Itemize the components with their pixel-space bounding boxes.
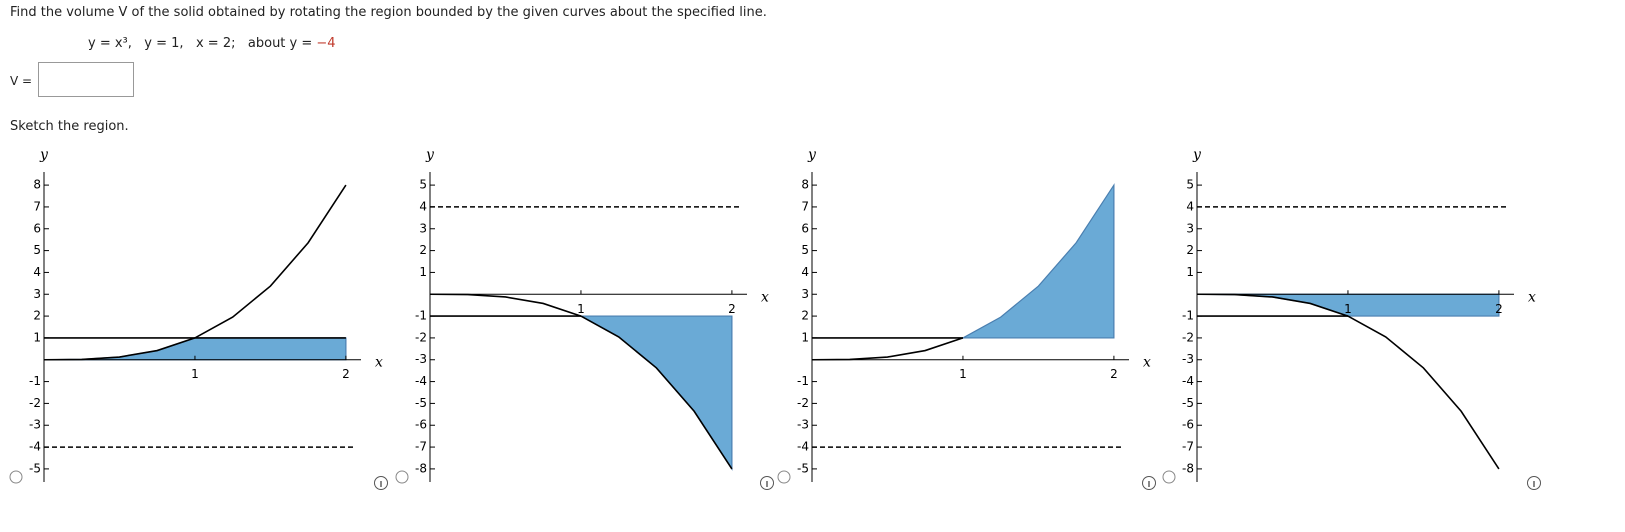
radio-button[interactable] xyxy=(9,470,23,484)
x-tick-label: 1 xyxy=(577,302,585,316)
y-tick-label: 1 xyxy=(1186,265,1194,279)
y-tick-label: 3 xyxy=(801,287,809,301)
x-tick-label: 2 xyxy=(1110,367,1118,381)
y-tick-label: -8 xyxy=(1182,461,1194,475)
y-tick-label: -8 xyxy=(415,461,427,475)
y-tick-label: 3 xyxy=(1186,221,1194,235)
y-axis-label: y xyxy=(1192,147,1202,163)
sketch-label: Sketch the region. xyxy=(10,119,129,134)
y-tick-label: -2 xyxy=(1182,330,1194,344)
y-tick-label: -1 xyxy=(797,374,809,388)
y-tick-label: 8 xyxy=(33,178,41,192)
y-tick-label: -3 xyxy=(1182,352,1194,366)
y-tick-label: 4 xyxy=(801,265,809,279)
y-tick-label: -2 xyxy=(29,396,41,410)
y-tick-label: -5 xyxy=(29,461,41,475)
radio-button[interactable] xyxy=(1162,470,1176,484)
y-tick-label: -4 xyxy=(1182,374,1194,388)
x-axis-label: x xyxy=(761,289,769,305)
y-tick-label: 7 xyxy=(33,199,41,213)
x-tick-label: 2 xyxy=(342,367,350,381)
y-tick-label: -5 xyxy=(797,461,809,475)
y-tick-label: 3 xyxy=(33,287,41,301)
y-tick-label: 2 xyxy=(1186,243,1194,257)
y-axis-label: y xyxy=(425,147,435,163)
y-tick-label: 1 xyxy=(33,330,41,344)
x-axis-label: x xyxy=(1143,355,1151,371)
y-tick-label: -1 xyxy=(29,374,41,388)
region xyxy=(962,183,1115,339)
x-tick-label: 2 xyxy=(728,302,736,316)
x-axis-label: x xyxy=(375,355,383,371)
x-tick-label: 1 xyxy=(191,367,199,381)
y-tick-label: 2 xyxy=(33,309,41,323)
y-tick-label: -5 xyxy=(415,396,427,410)
x-tick-label: 1 xyxy=(1344,302,1352,316)
curve xyxy=(811,337,964,361)
y-tick-label: -2 xyxy=(797,396,809,410)
answer-input[interactable] xyxy=(38,62,134,97)
curve: y = 1, xyxy=(144,36,184,51)
y-tick-label: -4 xyxy=(29,440,41,454)
y-tick-label: 7 xyxy=(801,199,809,213)
y-tick-label: 6 xyxy=(801,221,809,235)
y-tick-label: -1 xyxy=(1182,309,1194,323)
x-axis-label: x xyxy=(1528,289,1536,305)
y-tick-label: 3 xyxy=(419,221,427,235)
y-tick-label: -5 xyxy=(1182,396,1194,410)
y-tick-label: 5 xyxy=(33,243,41,257)
y-tick-label: 1 xyxy=(801,330,809,344)
y-axis-label: y xyxy=(807,147,817,163)
x-tick-label: 1 xyxy=(959,367,967,381)
region xyxy=(580,315,733,471)
y-tick-label: -3 xyxy=(29,418,41,432)
y-tick-label: 4 xyxy=(33,265,41,279)
y-tick-label: -6 xyxy=(1182,418,1194,432)
y-axis-label: y xyxy=(39,147,49,163)
y-tick-label: 5 xyxy=(419,178,427,192)
about: about y = xyxy=(247,36,313,51)
curve: x = 2; xyxy=(195,36,236,51)
curve xyxy=(1196,293,1500,470)
equations: y = x³, y = 1, x = 2; about y = −4 xyxy=(88,36,336,51)
y-tick-label: -2 xyxy=(415,330,427,344)
y-tick-label: 5 xyxy=(1186,178,1194,192)
y-tick-label: 2 xyxy=(801,309,809,323)
curve: y = x³, xyxy=(88,36,132,51)
y-tick-label: -4 xyxy=(415,374,427,388)
y-tick-label: 8 xyxy=(801,178,809,192)
curve xyxy=(43,184,347,361)
y-tick-label: -6 xyxy=(415,418,427,432)
y-tick-label: 2 xyxy=(419,243,427,257)
about-value: −4 xyxy=(316,36,336,51)
y-tick-label: -4 xyxy=(797,440,809,454)
y-tick-label: 5 xyxy=(801,243,809,257)
radio-button[interactable] xyxy=(395,470,409,484)
y-tick-label: 1 xyxy=(419,265,427,279)
y-tick-label: -7 xyxy=(415,440,427,454)
y-tick-label: 4 xyxy=(419,199,427,213)
radio-button[interactable] xyxy=(777,470,791,484)
y-tick-label: -3 xyxy=(415,352,427,366)
y-tick-label: 6 xyxy=(33,221,41,235)
y-tick-label: -3 xyxy=(797,418,809,432)
answer-label: V = xyxy=(10,74,33,88)
question: Find the volume V of the solid obtained … xyxy=(10,5,767,20)
x-tick-label: 2 xyxy=(1495,302,1503,316)
y-tick-label: -7 xyxy=(1182,440,1194,454)
y-tick-label: -1 xyxy=(415,309,427,323)
y-tick-label: 4 xyxy=(1186,199,1194,213)
